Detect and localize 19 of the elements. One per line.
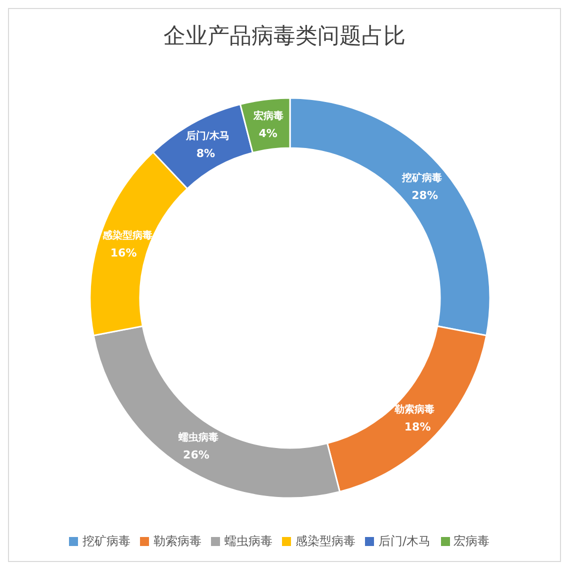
legend-label: 勒索病毒 xyxy=(153,534,202,548)
slice-label: 蠕虫病毒 xyxy=(177,431,218,444)
legend-label: 挖矿病毒 xyxy=(82,534,130,548)
data-label: 16% xyxy=(110,246,137,260)
slice-label: 感染型病毒 xyxy=(101,229,152,242)
data-label: 28% xyxy=(412,188,438,202)
slice-label: 宏病毒 xyxy=(252,110,284,122)
data-label: 26% xyxy=(183,448,210,462)
slice-label: 后门/木马 xyxy=(184,130,230,142)
data-label: 8% xyxy=(196,147,216,160)
legend-label: 宏病毒 xyxy=(454,534,490,548)
slice-label: 勒索病毒 xyxy=(394,403,435,416)
legend-label: 蠕虫病毒 xyxy=(224,534,272,548)
slice-label: 挖矿病毒 xyxy=(400,172,442,184)
data-label: 18% xyxy=(404,420,431,434)
legend-label: 感染型病毒 xyxy=(295,534,356,548)
legend-label: 后门/木马 xyxy=(378,534,431,548)
chart-title: 企业产品病毒类问题占比 xyxy=(162,23,406,51)
data-label: 4% xyxy=(258,126,278,140)
